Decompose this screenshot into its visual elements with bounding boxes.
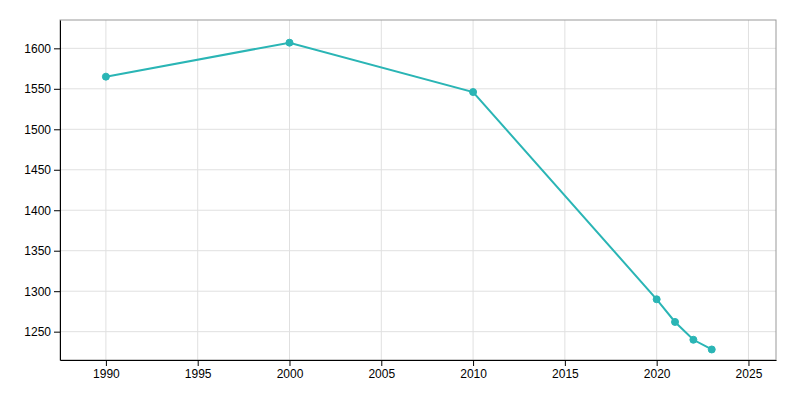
- y-axis-tick-mark: [54, 332, 60, 333]
- x-axis-tick-label: 2015: [552, 367, 579, 381]
- line: [106, 43, 712, 350]
- x-axis-tick-label: 2000: [277, 367, 304, 381]
- x-axis-tick: 2005: [368, 360, 395, 381]
- y-axis-tick-label: 1450: [24, 163, 51, 177]
- y-axis-tick-mark: [54, 129, 60, 130]
- x-axis-tick: 2000: [277, 360, 304, 381]
- y-axis: 1250 1300 1350 1400 1450 1500 1550 1600: [24, 21, 60, 361]
- grid-line-y: [60, 48, 776, 49]
- grid-line-y: [60, 129, 776, 130]
- y-axis-tick: 1450: [24, 163, 60, 177]
- point: [690, 336, 697, 343]
- grid-line-x: [381, 20, 382, 360]
- point: [653, 296, 660, 303]
- x-axis-tick-label: 1995: [185, 367, 212, 381]
- x-axis-tick-mark: [381, 360, 382, 366]
- y-axis-tick-label: 1250: [24, 325, 51, 339]
- chart-container: 1990 1995 2000 2005 2010 2015 2020 2025 1250 1300…: [0, 0, 800, 400]
- y-axis-tick-label: 1500: [24, 123, 51, 137]
- grid-line-y: [60, 169, 776, 170]
- x-axis-tick-mark: [748, 360, 749, 366]
- x-axis-tick-mark: [657, 360, 658, 366]
- x-axis-tick-mark: [289, 360, 290, 366]
- grid-line-y: [60, 88, 776, 89]
- y-axis-tick: 1300: [24, 285, 60, 299]
- grid-line-y: [60, 331, 776, 332]
- grid-line-x: [748, 20, 749, 360]
- y-axis-tick-label: 1400: [24, 204, 51, 218]
- x-axis-tick-mark: [106, 360, 107, 366]
- grid: [60, 20, 776, 360]
- x-axis-tick-label: 2025: [736, 367, 763, 381]
- x-axis-tick: 2020: [644, 360, 671, 381]
- y-axis-tick: 1500: [24, 123, 60, 137]
- y-axis-tick-mark: [54, 48, 60, 49]
- x-axis-line: [61, 360, 777, 361]
- x-axis: 1990 1995 2000 2005 2010 2015 2020 2025: [61, 360, 777, 381]
- x-axis-tick: 2010: [460, 360, 487, 381]
- grid-line-x: [564, 20, 565, 360]
- x-axis-tick: 1995: [185, 360, 212, 381]
- y-axis-tick-mark: [54, 89, 60, 90]
- x-axis-tick-mark: [198, 360, 199, 366]
- grid-line-x: [656, 20, 657, 360]
- chart: 1990 1995 2000 2005 2010 2015 2020 2025 1250 1300…: [0, 0, 800, 400]
- plot-frame: [60, 20, 776, 360]
- point: [672, 318, 679, 325]
- grid-line-y: [60, 210, 776, 211]
- marks: [102, 39, 715, 353]
- grid-line-x: [289, 20, 290, 360]
- x-axis-tick-label: 1990: [93, 367, 120, 381]
- y-axis-tick-mark: [54, 170, 60, 171]
- y-axis-tick: 1250: [24, 325, 60, 339]
- plot: 1990 1995 2000 2005 2010 2015 2020 2025 1250 1300…: [24, 20, 776, 381]
- y-axis-tick-label: 1350: [24, 244, 51, 258]
- point: [708, 346, 715, 353]
- y-axis-tick-mark: [54, 291, 60, 292]
- grid-line-y: [60, 250, 776, 251]
- y-axis-tick: 1550: [24, 82, 60, 96]
- x-axis-tick: 2025: [736, 360, 763, 381]
- grid-line-x: [473, 20, 474, 360]
- x-axis-tick-mark: [565, 360, 566, 366]
- grid-line-x: [105, 20, 106, 360]
- y-axis-tick-label: 1600: [24, 42, 51, 56]
- y-axis-line: [60, 21, 61, 361]
- point: [470, 89, 477, 96]
- x-axis-tick-label: 2020: [644, 367, 671, 381]
- x-axis-tick: 2015: [552, 360, 579, 381]
- point: [102, 73, 109, 80]
- grid-line-x: [197, 20, 198, 360]
- x-axis-tick-mark: [473, 360, 474, 366]
- grid-line-y: [60, 291, 776, 292]
- y-axis-tick: 1350: [24, 244, 60, 258]
- y-axis-tick-label: 1300: [24, 285, 51, 299]
- x-axis-tick: 1990: [93, 360, 120, 381]
- y-axis-tick-mark: [54, 251, 60, 252]
- x-axis-tick-label: 2005: [368, 367, 395, 381]
- y-axis-tick-mark: [54, 210, 60, 211]
- y-axis-tick: 1400: [24, 204, 60, 218]
- x-axis-tick-label: 2010: [460, 367, 487, 381]
- point: [286, 39, 293, 46]
- y-axis-tick-label: 1550: [24, 82, 51, 96]
- y-axis-tick: 1600: [24, 42, 60, 56]
